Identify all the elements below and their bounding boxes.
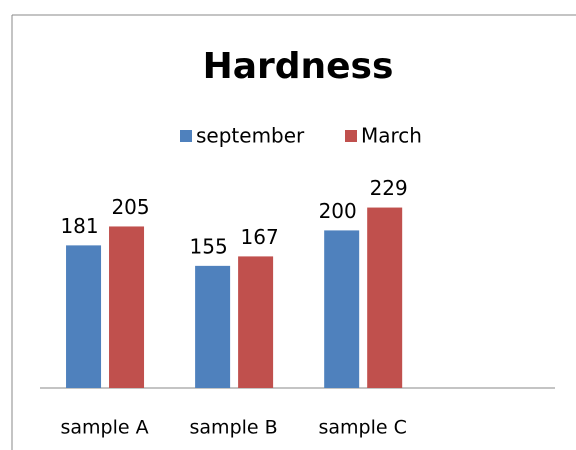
legend-swatch xyxy=(180,130,192,142)
data-label: 200 xyxy=(319,199,357,223)
legend-label: september xyxy=(196,124,305,148)
bar xyxy=(324,230,360,388)
data-label: 229 xyxy=(370,176,408,200)
bar xyxy=(238,256,274,388)
x-tick-label: sample C xyxy=(318,417,406,439)
data-label: 181 xyxy=(60,214,98,238)
x-tick-label: sample A xyxy=(60,417,148,439)
x-tick-label: sample B xyxy=(190,417,278,439)
legend-swatch xyxy=(345,130,357,142)
bar xyxy=(66,245,102,388)
bar xyxy=(109,226,145,388)
data-label: 167 xyxy=(241,225,279,249)
data-label: 205 xyxy=(111,195,149,219)
bar xyxy=(367,207,403,388)
data-label: 155 xyxy=(190,234,228,258)
bar xyxy=(195,265,231,388)
chart-title: Hardness xyxy=(203,46,394,87)
legend-label: March xyxy=(361,124,422,148)
